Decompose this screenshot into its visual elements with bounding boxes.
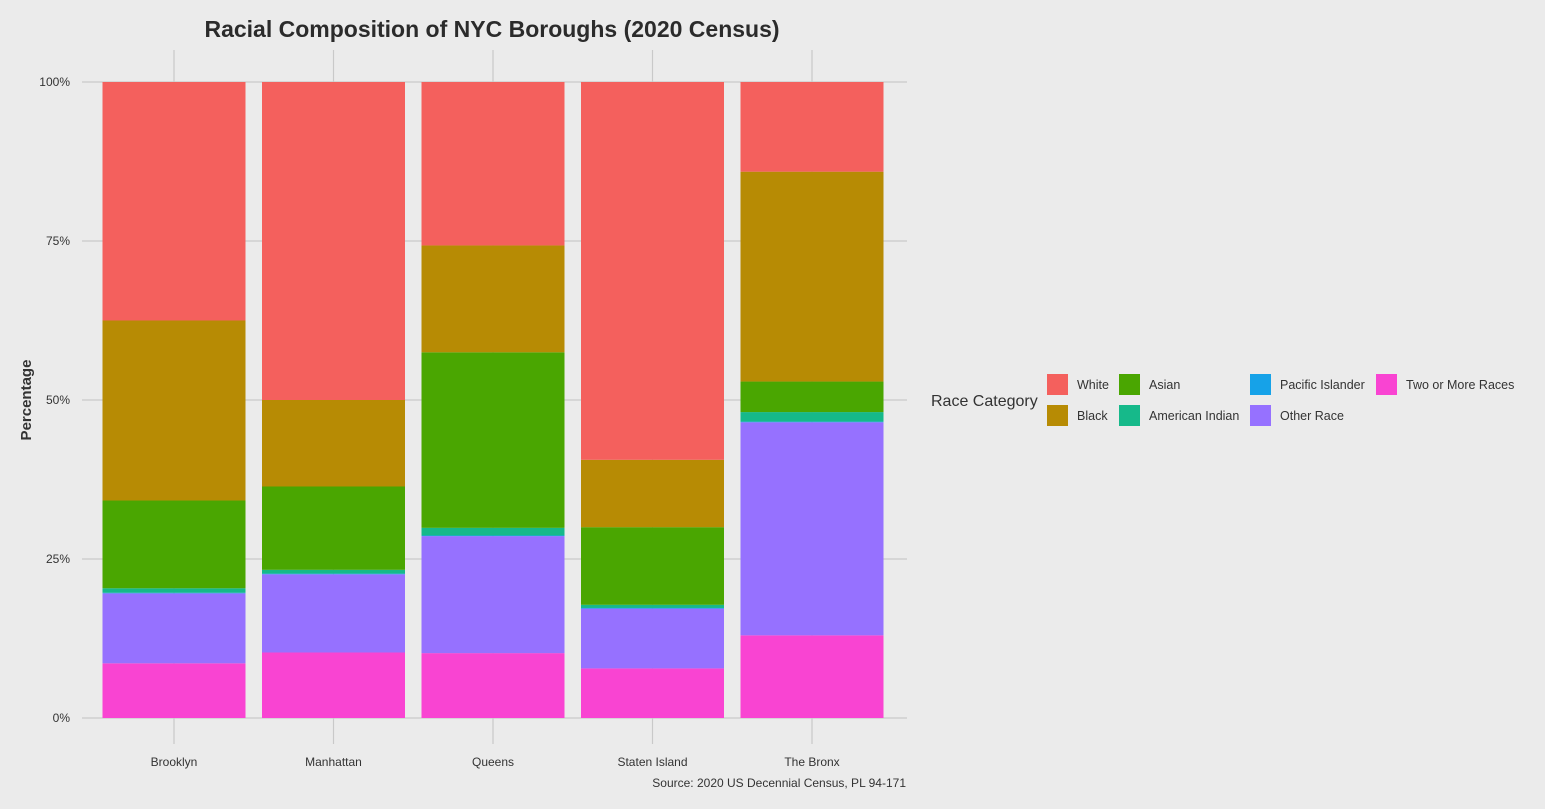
bar-segment — [262, 569, 405, 574]
bar-segment — [421, 245, 565, 353]
legend-swatch — [1047, 405, 1068, 426]
bar-segment — [740, 82, 884, 172]
bar-segment — [262, 573, 405, 575]
x-tick-label: Staten Island — [617, 755, 687, 769]
legend: Race Category White Black Asian American In… — [931, 374, 1514, 426]
bar-segment — [421, 536, 565, 654]
legend-label: Asian — [1149, 378, 1180, 392]
bar-segment — [421, 527, 565, 536]
bar-segment — [581, 82, 724, 460]
legend-label: Other Race — [1280, 409, 1344, 423]
y-tick-label: 0% — [53, 711, 71, 725]
x-tick-label: Manhattan — [305, 755, 362, 769]
legend-label: Two or More Races — [1406, 378, 1514, 392]
bar-segment — [421, 535, 565, 537]
bar-segment — [581, 527, 724, 605]
x-tick-label: The Bronx — [784, 755, 839, 769]
bar-segment — [740, 421, 884, 423]
chart-title: Racial Composition of NYC Boroughs (2020… — [204, 16, 779, 42]
y-axis-label: Percentage — [18, 360, 35, 441]
legend-swatch — [1119, 405, 1140, 426]
bar-segment — [581, 607, 724, 609]
bar-segment — [102, 320, 246, 501]
bar-segment — [581, 459, 724, 528]
bar-segment — [581, 604, 724, 608]
bar-segment — [740, 635, 884, 718]
bar-segment — [740, 171, 884, 382]
bars — [102, 82, 884, 718]
legend-label: White — [1077, 378, 1109, 392]
bar-segment — [262, 82, 405, 400]
y-tick-label: 50% — [46, 393, 70, 407]
bar-segment — [102, 82, 246, 321]
bar-segment — [740, 422, 884, 636]
bar-segment — [262, 400, 405, 487]
bar-segment — [581, 608, 724, 669]
bar-segment — [421, 653, 565, 718]
bar-segment — [102, 592, 246, 594]
caption: Source: 2020 US Decennial Census, PL 94-… — [652, 776, 906, 790]
legend-swatch — [1119, 374, 1140, 395]
bar-segment — [102, 663, 246, 718]
legend-swatch — [1376, 374, 1397, 395]
bar-segment — [421, 82, 565, 246]
legend-label: Black — [1077, 409, 1108, 423]
bar-segment — [102, 593, 246, 664]
axis-ticks: 0% 25% 50% 75% 100% Brooklyn Manhattan Queens St… — [39, 75, 839, 769]
legend-swatch — [1250, 405, 1271, 426]
legend-label: Pacific Islander — [1280, 378, 1365, 392]
legend-label: American Indian — [1149, 409, 1239, 423]
x-tick-label: Brooklyn — [151, 755, 198, 769]
legend-swatch — [1047, 374, 1068, 395]
bar-segment — [102, 500, 246, 589]
bar-segment — [581, 668, 724, 718]
y-tick-label: 100% — [39, 75, 70, 89]
bar-segment — [740, 412, 884, 422]
bar-segment — [740, 381, 884, 413]
bar-segment — [262, 486, 405, 570]
y-tick-label: 75% — [46, 234, 70, 248]
bar-segment — [102, 588, 246, 593]
legend-swatch — [1250, 374, 1271, 395]
y-tick-label: 25% — [46, 552, 70, 566]
bar-segment — [262, 652, 405, 718]
bar-segment — [262, 574, 405, 653]
legend-title: Race Category — [931, 393, 1038, 410]
bar-segment — [421, 352, 565, 528]
x-tick-label: Queens — [472, 755, 514, 769]
